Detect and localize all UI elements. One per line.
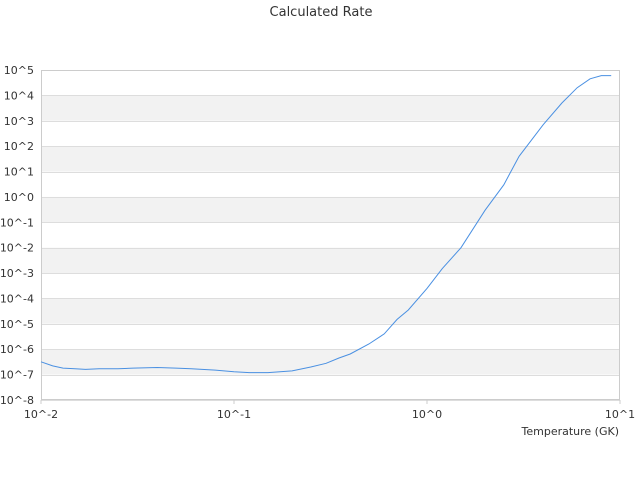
y-tick-label: 10^-1 <box>0 216 34 229</box>
y-tick-label: 10^-4 <box>0 292 34 305</box>
y-tick-label: 10^-2 <box>0 242 34 255</box>
plot-band <box>41 70 620 96</box>
y-tick-label: 10^1 <box>4 166 34 179</box>
plot-band <box>41 120 620 147</box>
plot-band <box>41 196 620 223</box>
x-axis-ticks: 10^-2 10^-1 10^0 10^1 <box>24 400 635 421</box>
y-tick-label: 10^0 <box>4 191 34 204</box>
plot-band <box>41 222 620 248</box>
plot-band <box>41 374 620 400</box>
plot-gridlines <box>41 70 620 401</box>
y-tick-label: 10^-8 <box>0 394 34 407</box>
plot-band <box>41 146 620 172</box>
y-tick-label: 10^2 <box>4 140 34 153</box>
y-axis-ticks: 10^5 10^4 10^3 10^2 10^1 10^0 10^-1 10^-2 10^-3 1… <box>0 64 34 407</box>
plot-band <box>41 247 620 274</box>
y-tick-label: 10^-3 <box>0 267 34 280</box>
x-tick-label: 10^-1 <box>217 408 251 421</box>
x-tick-label: 10^0 <box>412 408 442 421</box>
plot-band <box>41 298 620 324</box>
plot-frame <box>41 70 620 400</box>
y-tick-label: 10^3 <box>4 115 34 128</box>
y-tick-label: 10^5 <box>4 64 34 77</box>
series-line <box>40 75 612 374</box>
plot-band <box>41 171 620 197</box>
y-tick-label: 10^4 <box>4 89 34 102</box>
y-tick-label: 10^-5 <box>0 318 34 331</box>
plot-band <box>41 95 620 121</box>
x-axis-label: Temperature (GK) <box>521 425 620 438</box>
x-tick-label: 10^-2 <box>24 408 58 421</box>
plot-bands <box>41 70 620 400</box>
y-tick-label: 10^-6 <box>0 343 34 356</box>
y-tick-label: 10^-7 <box>0 369 34 382</box>
chart-title: Calculated Rate <box>270 5 373 20</box>
plot-band <box>41 273 620 299</box>
x-tick-label: 10^1 <box>605 408 635 421</box>
plot-band <box>41 323 620 350</box>
